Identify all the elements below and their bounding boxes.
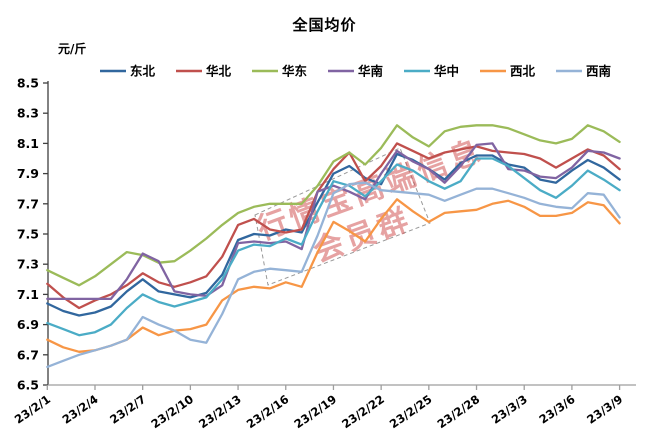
legend-label-xinan: 西南 — [586, 64, 612, 79]
y-axis-tick-label: 8.3 — [17, 106, 39, 121]
y-axis-tick-label: 8.5 — [17, 76, 39, 91]
y-axis-tick-label: 8.1 — [17, 136, 39, 151]
legend-item-huadong[interactable]: 华东 — [252, 64, 308, 79]
x-axis-tick-label: 23/2/1 — [12, 392, 53, 427]
x-axis-tick-label: 23/3/3 — [489, 392, 530, 427]
y-axis-tick-label: 7.5 — [17, 227, 39, 242]
y-axis-tick-label: 7.7 — [17, 196, 39, 211]
series-line-xibei[interactable] — [46, 198, 621, 353]
x-axis-tick-label: 23/2/4 — [60, 392, 101, 427]
legend-label-huabei: 华北 — [206, 64, 232, 79]
series-line-dongbei[interactable] — [46, 152, 621, 317]
legend-item-xibei[interactable]: 西北 — [480, 64, 536, 79]
legend-label-xibei: 西北 — [510, 64, 536, 79]
legend-item-dongbei[interactable]: 东北 — [100, 64, 156, 79]
x-axis-tick-label: 23/2/28 — [435, 392, 483, 431]
legend-label-huanan: 华南 — [358, 64, 384, 79]
series-line-xinan[interactable] — [46, 181, 621, 369]
x-axis-tick-label: 23/2/7 — [107, 392, 148, 427]
legend-item-huabei[interactable]: 华北 — [176, 64, 232, 79]
legend-item-huazhong[interactable]: 华中 — [404, 64, 459, 79]
y-axis-tick-label: 6.7 — [17, 347, 39, 362]
x-axis-tick-label: 23/2/22 — [339, 392, 387, 431]
x-axis-tick-label: 23/2/10 — [148, 392, 196, 431]
x-axis-tick-label: 23/2/25 — [387, 392, 435, 431]
x-axis-tick-label: 23/2/13 — [196, 392, 244, 431]
x-axis-tick-label: 23/3/6 — [536, 392, 577, 427]
series-line-huabei[interactable] — [46, 142, 621, 310]
y-axis-tick-label: 7.1 — [17, 287, 39, 302]
y-axis-unit-label: 元/斤 — [58, 42, 87, 56]
y-axis-tick-label: 7.3 — [17, 257, 39, 272]
legend-item-xinan[interactable]: 西南 — [556, 64, 612, 79]
legend-label-huazhong: 华中 — [434, 64, 459, 79]
dashed-annotation-box — [254, 147, 431, 286]
chart-title: 全国均价 — [292, 16, 357, 34]
series-line-huazhong[interactable] — [46, 157, 621, 337]
legend-label-huadong: 华东 — [282, 64, 308, 79]
x-axis-tick-label: 23/2/19 — [291, 392, 339, 431]
y-axis-tick-label: 6.5 — [17, 378, 39, 393]
y-axis-tick-label: 7.9 — [17, 166, 39, 181]
x-axis-tick-label: 23/3/9 — [584, 392, 625, 427]
y-axis-tick-label: 6.9 — [17, 317, 39, 332]
series-line-huanan[interactable] — [46, 142, 621, 301]
x-axis-tick-label: 23/2/16 — [244, 392, 292, 431]
legend-item-huanan[interactable]: 华南 — [328, 64, 384, 79]
legend-label-dongbei: 东北 — [130, 64, 156, 79]
